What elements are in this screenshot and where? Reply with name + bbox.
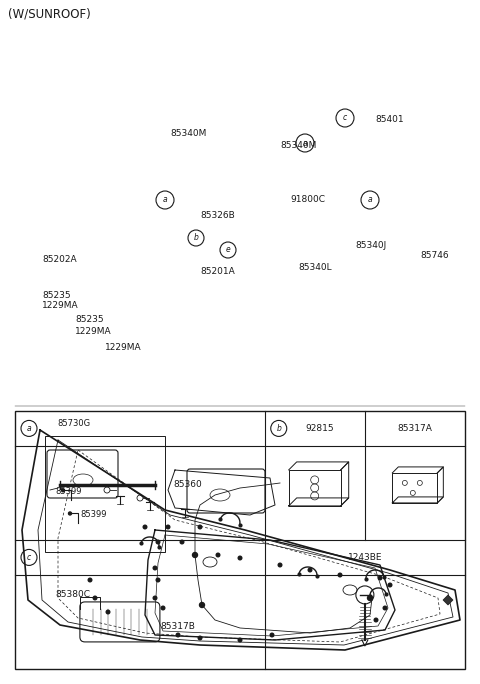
- Text: 85317A: 85317A: [397, 424, 432, 433]
- Circle shape: [238, 556, 242, 560]
- Text: a: a: [27, 424, 31, 433]
- Text: 85340M: 85340M: [280, 140, 316, 150]
- Text: 85399: 85399: [80, 510, 107, 519]
- Text: c: c: [27, 553, 31, 562]
- Text: 85235: 85235: [75, 315, 104, 324]
- Text: 85380C: 85380C: [55, 590, 90, 599]
- Text: b: b: [276, 424, 281, 433]
- Circle shape: [200, 603, 204, 607]
- Circle shape: [278, 563, 282, 567]
- Text: b: b: [193, 233, 198, 243]
- Bar: [15, 411, 465, 669]
- Text: 1229MA: 1229MA: [42, 302, 79, 311]
- Circle shape: [270, 633, 274, 637]
- Circle shape: [166, 525, 170, 529]
- Polygon shape: [443, 595, 453, 605]
- Circle shape: [180, 540, 184, 544]
- Text: 1229MA: 1229MA: [75, 326, 112, 335]
- Text: 85235: 85235: [42, 291, 71, 300]
- Circle shape: [338, 573, 342, 577]
- Text: 85317B: 85317B: [160, 622, 195, 631]
- Circle shape: [308, 568, 312, 572]
- Bar: [45, 436, 165, 552]
- Circle shape: [143, 525, 147, 529]
- Circle shape: [156, 540, 160, 544]
- Text: a: a: [163, 196, 168, 205]
- Circle shape: [161, 606, 165, 610]
- Text: 85340L: 85340L: [298, 263, 332, 272]
- Text: e: e: [226, 246, 230, 254]
- Text: 85326B: 85326B: [200, 211, 235, 220]
- Circle shape: [388, 583, 392, 587]
- Circle shape: [69, 512, 72, 515]
- Text: 92815: 92815: [305, 424, 334, 433]
- Text: 85730G: 85730G: [57, 419, 90, 428]
- Text: a: a: [303, 138, 307, 148]
- Circle shape: [383, 606, 387, 610]
- Text: 85201A: 85201A: [200, 267, 235, 276]
- Text: 85340M: 85340M: [170, 129, 206, 138]
- Circle shape: [176, 633, 180, 637]
- Circle shape: [198, 525, 202, 529]
- Circle shape: [61, 489, 64, 492]
- Text: 85401: 85401: [375, 116, 404, 124]
- Circle shape: [216, 553, 220, 557]
- Circle shape: [93, 596, 97, 600]
- Circle shape: [368, 596, 372, 601]
- Text: 85202A: 85202A: [42, 256, 77, 265]
- Circle shape: [378, 576, 382, 580]
- Circle shape: [106, 610, 110, 614]
- Text: c: c: [343, 114, 347, 122]
- Text: 91800C: 91800C: [290, 196, 325, 205]
- Text: 85399: 85399: [55, 487, 82, 496]
- Text: 85340J: 85340J: [355, 241, 386, 250]
- Text: a: a: [368, 196, 372, 205]
- Circle shape: [153, 596, 157, 600]
- Circle shape: [238, 638, 242, 642]
- Circle shape: [156, 578, 160, 582]
- Text: (W/SUNROOF): (W/SUNROOF): [8, 8, 91, 21]
- Circle shape: [192, 553, 197, 557]
- Circle shape: [374, 618, 378, 622]
- Circle shape: [88, 578, 92, 582]
- Text: 85360: 85360: [173, 480, 202, 489]
- Circle shape: [198, 636, 202, 640]
- Text: 1229MA: 1229MA: [105, 343, 142, 352]
- Text: 1243BE: 1243BE: [348, 553, 382, 562]
- Text: 85746: 85746: [420, 250, 449, 259]
- Circle shape: [153, 566, 157, 570]
